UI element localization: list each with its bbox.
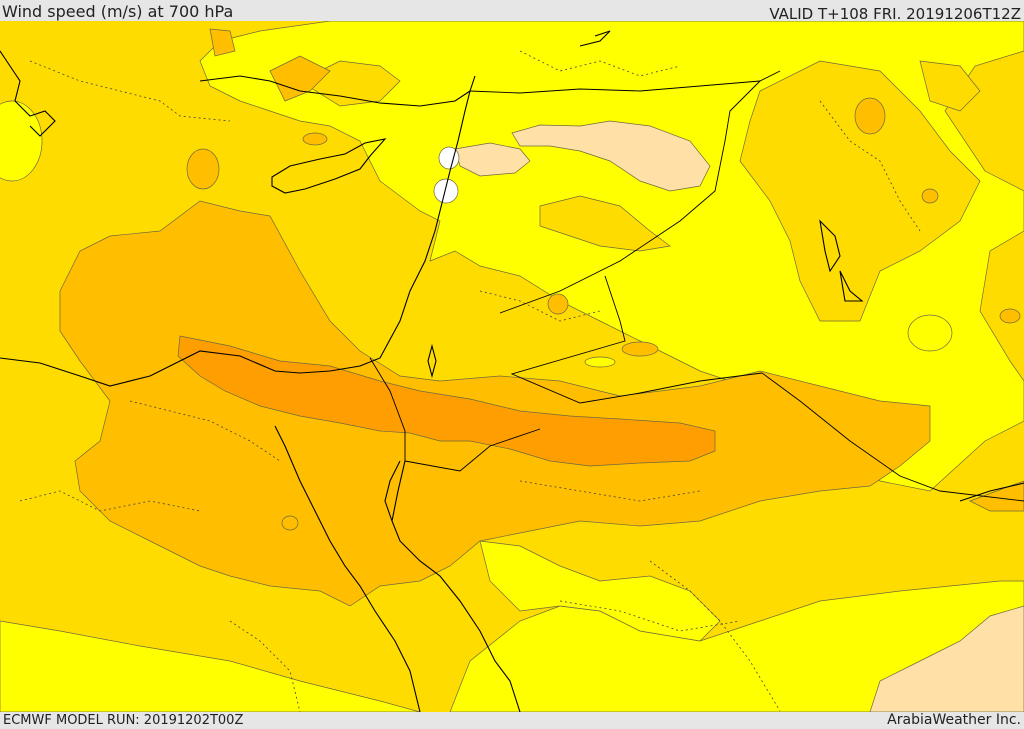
band-lowest-regions (433, 146, 460, 204)
band-peach-regions (454, 120, 1024, 712)
valid-time: VALID T+108 FRI. 20191206T12Z (769, 5, 1021, 23)
band-mid-patches (299, 60, 981, 322)
coastlines (0, 30, 1024, 712)
band-high-regions (59, 28, 1024, 607)
borders (369, 70, 1024, 502)
credit: ArabiaWeather Inc. (887, 712, 1021, 728)
weather-map (0, 21, 1024, 712)
internal-boundaries (19, 50, 921, 712)
band-highest-regions (177, 335, 716, 467)
model-run: ECMWF MODEL RUN: 20191202T00Z (3, 713, 244, 728)
map-title: Wind speed (m/s) at 700 hPa (2, 2, 234, 21)
